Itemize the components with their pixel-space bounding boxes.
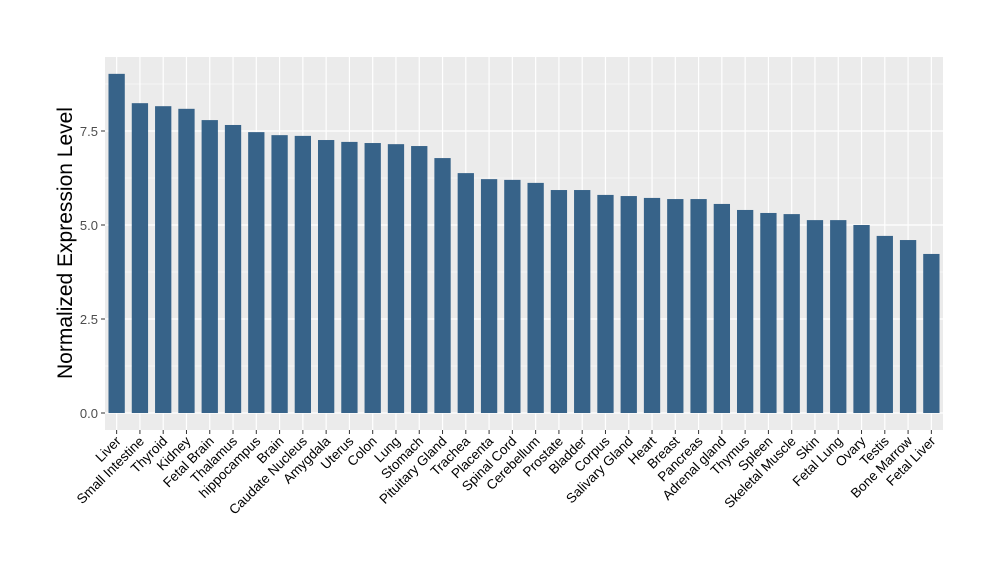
bar-breast (667, 199, 684, 413)
bar-lung (387, 144, 405, 413)
bar-bone-marrow (899, 240, 917, 413)
bar-placenta (480, 179, 498, 413)
bar-thymus (736, 209, 754, 413)
bar-prostate (550, 190, 568, 413)
bar-small-intestine (131, 103, 149, 414)
bar-fetal-brain (201, 120, 218, 413)
y-tick-label: 5.0 (80, 218, 98, 233)
bar-spleen (760, 212, 777, 413)
bar-pancreas (690, 199, 707, 413)
bar-corpus (597, 194, 614, 413)
bar-thyroid (155, 106, 172, 414)
bar-uterus (341, 141, 358, 414)
y-axis: 0.0 2.5 5.0 7.5 (80, 124, 105, 421)
y-tick-label: 7.5 (80, 124, 98, 139)
bar-amygdala (317, 140, 335, 414)
bar-colon (364, 143, 381, 414)
bar-trachea (457, 173, 474, 413)
bar-fetal-liver (923, 253, 940, 413)
bar-bladder (574, 190, 591, 413)
plot-panel (105, 57, 943, 430)
bar-salivary-gland (620, 196, 637, 413)
y-tick-label: 0.0 (80, 406, 98, 421)
bar-kidney (178, 108, 195, 413)
bar-pituitary-gland (434, 158, 451, 413)
bar-skeletal-muscle (783, 214, 800, 413)
bar-caudate-nucleus (294, 135, 312, 413)
y-axis-label: Normalized Expression Level (54, 107, 77, 379)
bar-liver (108, 73, 125, 414)
bar-spinal-cord (504, 179, 521, 413)
bar-thalamus (224, 124, 242, 413)
bar-heart (643, 197, 661, 413)
bar-ovary (853, 225, 870, 413)
bar-testis (876, 235, 893, 413)
bar-skin (806, 220, 824, 413)
bar-adrenal-gland (713, 203, 731, 413)
bar-brain (271, 135, 288, 414)
bar-fetal-lung (830, 220, 847, 413)
y-tick-label: 2.5 (80, 312, 98, 327)
bar-stomach (411, 146, 428, 414)
bars (108, 73, 940, 414)
bar-cerebellum (527, 182, 544, 413)
bar-hippocampus (248, 132, 265, 414)
